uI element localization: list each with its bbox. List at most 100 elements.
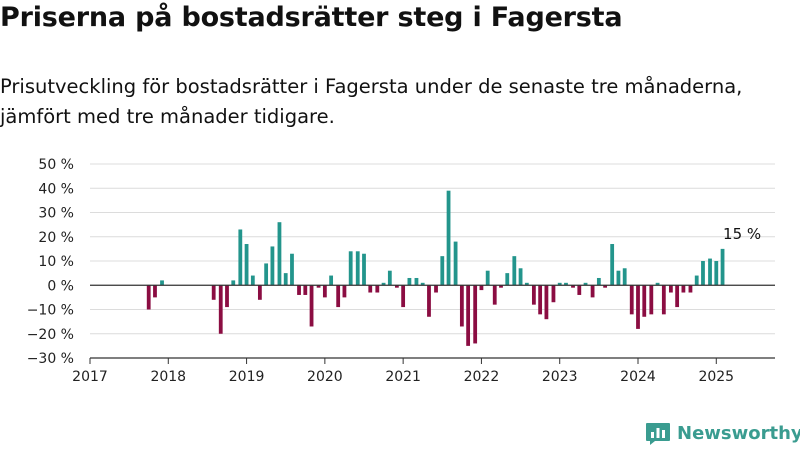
- y-tick-label: 10 %: [38, 254, 74, 270]
- chart-title: Priserna på bostadsrätter steg i Fagerst…: [0, 2, 623, 33]
- bar: [492, 285, 497, 305]
- chart-bar-logo-icon: [646, 423, 670, 445]
- bar: [342, 285, 347, 298]
- bar: [160, 280, 164, 286]
- bar: [505, 273, 510, 286]
- x-tick-label: 2024: [620, 369, 656, 385]
- bar: [453, 241, 458, 286]
- y-tick-label: 0 %: [47, 278, 74, 294]
- x-tick-label: 2022: [464, 369, 500, 385]
- bar: [681, 285, 686, 293]
- bar: [459, 285, 464, 327]
- bar: [714, 261, 719, 286]
- bar: [336, 285, 341, 308]
- y-tick-label: −20 %: [27, 327, 74, 343]
- bar: [661, 285, 666, 315]
- bar: [518, 268, 523, 286]
- bar: [362, 253, 366, 286]
- bar: [297, 285, 301, 295]
- bar: [701, 261, 705, 286]
- bar: [153, 285, 157, 298]
- axes: [90, 284, 775, 359]
- bar: [270, 246, 275, 286]
- chart-subtitle: Prisutveckling för bostadsrätter i Fager…: [0, 75, 743, 128]
- bar: [322, 285, 327, 298]
- bar: [368, 285, 373, 293]
- bar: [244, 244, 249, 286]
- bar: [394, 285, 399, 288]
- x-tick-label: 2020: [307, 369, 343, 385]
- bar: [512, 256, 517, 286]
- bar: [610, 244, 615, 286]
- bar: [596, 277, 601, 286]
- y-tick-label: −10 %: [27, 303, 74, 319]
- bar: [557, 282, 562, 286]
- bar: [524, 282, 529, 286]
- bar: [348, 251, 353, 286]
- bars: [146, 190, 725, 346]
- bar: [694, 275, 699, 286]
- bar: [629, 285, 634, 315]
- bar: [290, 253, 294, 286]
- bar: [250, 275, 255, 286]
- bar: [329, 275, 334, 286]
- bar: [531, 285, 536, 305]
- bar: [283, 273, 288, 286]
- bar: [375, 285, 380, 293]
- last-value-annotation: 15 %: [723, 225, 761, 243]
- bar: [407, 277, 412, 286]
- bar: [446, 190, 451, 286]
- x-axis-ticks: 2017 2018 2019 2020 2021 2022 2023 2024 2025: [72, 358, 734, 385]
- bar: [590, 285, 595, 298]
- brand-name: Newsworthy: [677, 422, 800, 444]
- y-tick-label: −30 %: [27, 351, 74, 367]
- bar: [668, 285, 673, 293]
- bar: [381, 282, 386, 286]
- bar: [485, 270, 490, 286]
- bar: [146, 285, 151, 310]
- y-tick-label: 50 %: [38, 157, 74, 173]
- y-tick-label: 30 %: [38, 206, 74, 222]
- bar: [479, 285, 484, 291]
- x-tick-label: 2017: [72, 369, 108, 385]
- bar: [551, 285, 556, 303]
- bar: [466, 285, 471, 346]
- bar: [238, 229, 243, 286]
- bar: [414, 277, 419, 286]
- bar: [622, 268, 627, 286]
- x-tick-label: 2019: [229, 369, 265, 385]
- gridlines: [90, 163, 775, 359]
- bar: [257, 285, 262, 300]
- bar: [420, 282, 425, 286]
- bar: [577, 285, 582, 295]
- bar: [355, 251, 360, 286]
- bar: [303, 285, 308, 295]
- x-tick-label: 2021: [385, 369, 421, 385]
- bar: [564, 282, 568, 286]
- x-tick-label: 2018: [150, 369, 186, 385]
- bar: [603, 285, 608, 288]
- bar: [277, 222, 282, 286]
- bar: [434, 285, 438, 293]
- bar: [655, 282, 660, 286]
- bar: [571, 285, 575, 288]
- bar: [636, 285, 640, 329]
- bar: [387, 270, 392, 286]
- newsworthy-logo: Newsworthy: [645, 420, 800, 446]
- bar: [225, 285, 229, 308]
- bar: [211, 285, 216, 300]
- bar: [616, 270, 621, 286]
- bar: [309, 285, 314, 327]
- bar: [499, 285, 503, 288]
- bar: [688, 285, 693, 293]
- bar: [440, 256, 445, 286]
- bar: [708, 258, 712, 286]
- bar: [264, 263, 269, 286]
- x-tick-label: 2025: [698, 369, 734, 385]
- bar: [538, 285, 543, 315]
- bar: [720, 248, 725, 286]
- bar: [583, 282, 588, 286]
- bar: [316, 285, 321, 288]
- bar: [675, 285, 680, 308]
